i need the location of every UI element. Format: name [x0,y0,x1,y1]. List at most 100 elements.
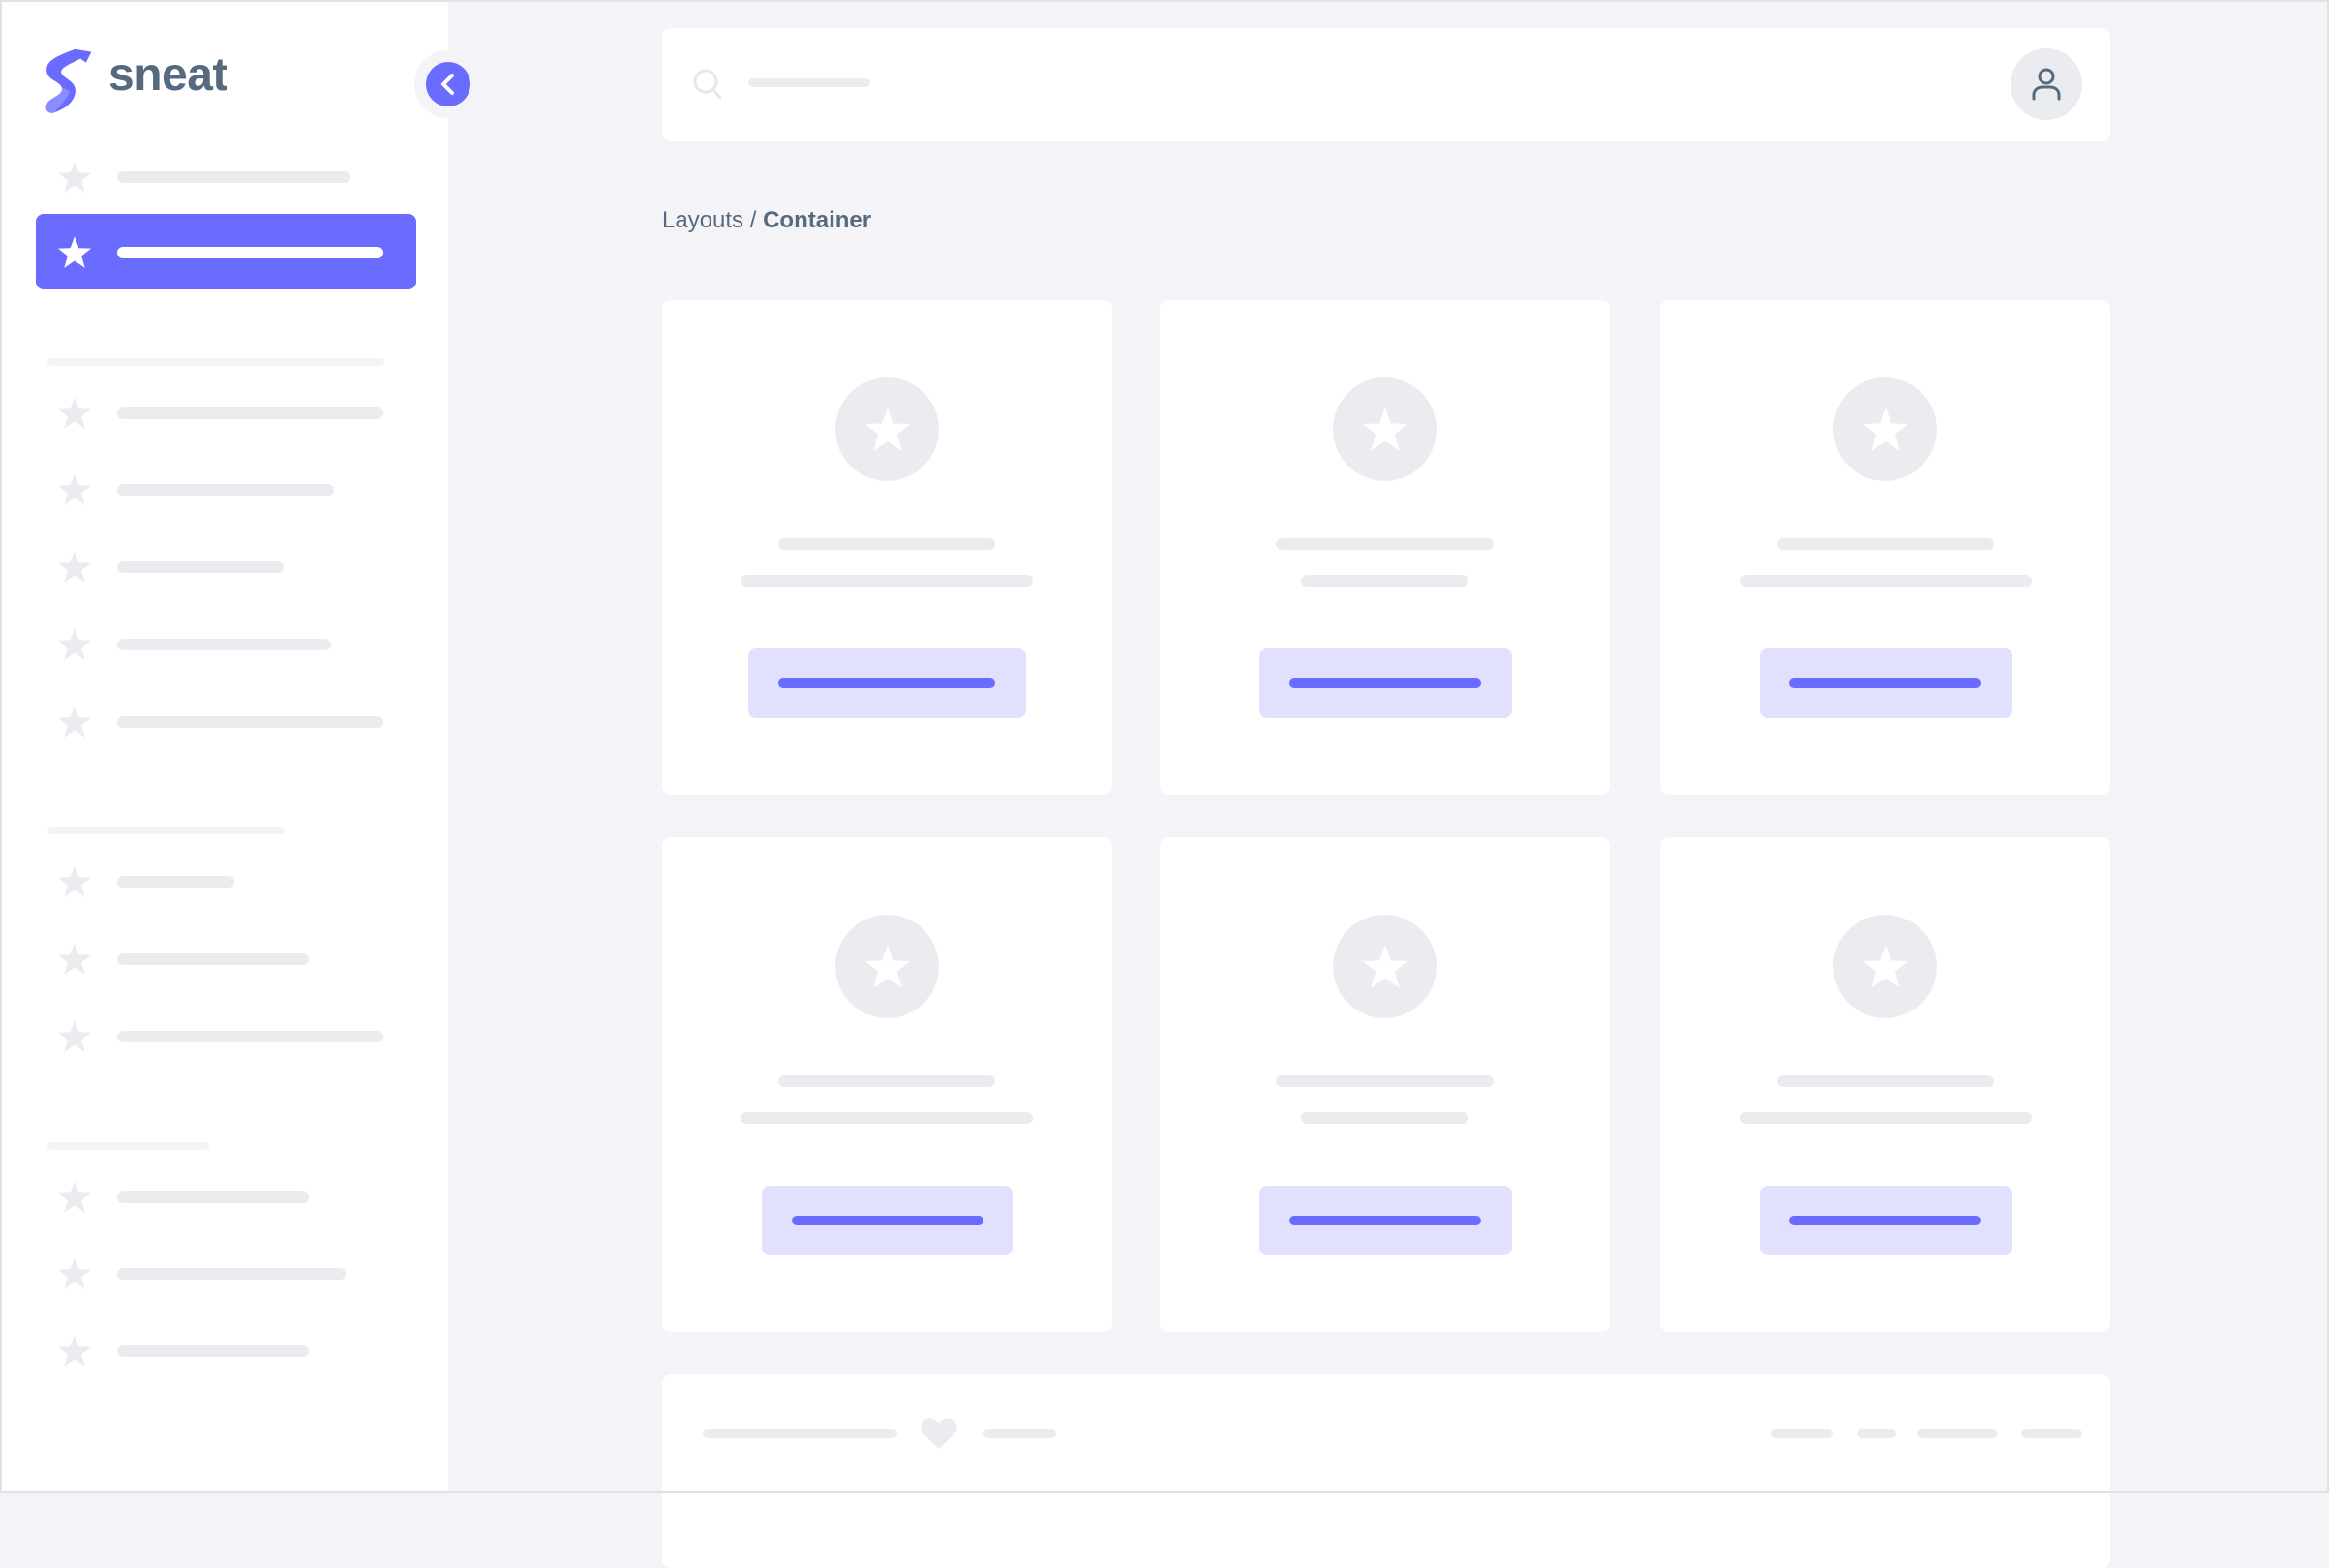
sidebar-item[interactable] [36,683,416,759]
sidebar-item[interactable] [36,998,416,1073]
sidebar-item-label [117,1345,309,1357]
card-title-line [1777,1075,1994,1087]
card-button-label [792,1216,983,1225]
card-button-label [1789,1216,1981,1225]
content-card [1160,300,1610,795]
sidebar-item[interactable] [36,843,416,919]
star-icon [56,941,93,978]
sidebar-item[interactable] [36,375,416,450]
card-button-label [1289,678,1481,688]
content-card [662,300,1112,795]
star-icon [862,405,913,455]
sidebar-item-label [117,561,284,573]
brand-name: sneat [108,49,227,101]
sidebar-item-label [117,716,383,728]
sidebar-item[interactable] [36,1312,416,1388]
heart-icon [920,1416,958,1456]
footer-link[interactable] [2021,1429,2082,1438]
card-icon-circle [835,915,939,1018]
sidebar-item-label [117,171,350,183]
card-action-button[interactable] [1259,1186,1512,1255]
card-action-button[interactable] [762,1186,1013,1255]
content-card [662,837,1112,1332]
card-text-line [741,575,1033,587]
content-card [1160,837,1610,1332]
star-icon [56,1018,93,1055]
card-icon-circle [1333,915,1437,1018]
card-title-line [778,538,995,550]
sidebar-item[interactable] [36,214,416,289]
star-icon [1860,405,1911,455]
sidebar-item[interactable] [36,606,416,681]
star-icon [56,1333,93,1370]
content-card [1660,837,2110,1332]
star-icon [56,863,93,900]
sidebar-item-label [117,484,334,496]
card-button-label [1289,1216,1481,1225]
card-title-line [1276,538,1494,550]
card-button-label [1789,678,1981,688]
card-text-line [741,1112,1033,1124]
sidebar-item-label [117,639,331,650]
sidebar-item-label [117,1191,309,1203]
star-icon [56,704,93,740]
card-icon-circle [1833,377,1937,481]
star-icon [56,626,93,663]
footer-author-link[interactable] [983,1429,1056,1438]
breadcrumb: Layouts / Container [662,207,871,234]
star-icon [56,159,93,196]
card-text-line [1740,1112,2032,1124]
card-action-button[interactable] [1760,648,2012,718]
star-icon [1360,942,1410,992]
card-text-line [1740,575,2032,587]
footer-link[interactable] [1857,1429,1896,1438]
sidebar-item[interactable] [36,1159,416,1234]
star-icon [56,1255,93,1292]
sidebar-item-label [117,1268,346,1280]
search-input[interactable] [748,78,870,87]
footer [662,1374,2110,1568]
footer-link[interactable] [1917,1429,1998,1438]
card-title-line [778,1075,995,1087]
star-icon [56,1179,93,1216]
user-avatar-button[interactable] [2011,48,2082,120]
sidebar-section-header [47,358,384,366]
sidebar-section-header [47,827,285,834]
card-button-label [778,678,995,688]
card-action-button[interactable] [748,648,1026,718]
card-title-line [1276,1075,1494,1087]
collapse-sidebar-button[interactable] [426,62,470,106]
card-action-button[interactable] [1259,648,1512,718]
breadcrumb-parent[interactable]: Layouts [662,207,744,233]
search-icon[interactable] [693,69,724,102]
footer-copyright-line [703,1429,897,1438]
star-icon [56,471,93,508]
sidebar-item-label [117,1031,383,1042]
star-icon [862,942,913,992]
sidebar-item[interactable] [36,138,416,214]
card-icon-circle [1333,377,1437,481]
card-action-button[interactable] [1760,1186,2012,1255]
card-icon-circle [835,377,939,481]
card-text-line [1301,575,1468,587]
star-icon [56,395,93,432]
star-icon [56,549,93,586]
card-title-line [1777,538,1994,550]
sidebar-item[interactable] [36,920,416,996]
breadcrumb-current: Container [763,207,872,233]
content-card [1660,300,2110,795]
star-icon [56,234,93,271]
chevron-left-icon [441,74,454,95]
sidebar-item[interactable] [36,451,416,527]
star-icon [1860,942,1911,992]
top-navbar [662,28,2110,141]
sidebar-item[interactable] [36,1235,416,1311]
sidebar-item-label [117,953,309,965]
card-icon-circle [1833,915,1937,1018]
sidebar-section-header [47,1142,209,1150]
user-icon [2032,68,2061,101]
footer-link[interactable] [1771,1429,1833,1438]
sidebar-item-label [117,247,383,258]
card-text-line [1301,1112,1468,1124]
sidebar-item[interactable] [36,528,416,604]
